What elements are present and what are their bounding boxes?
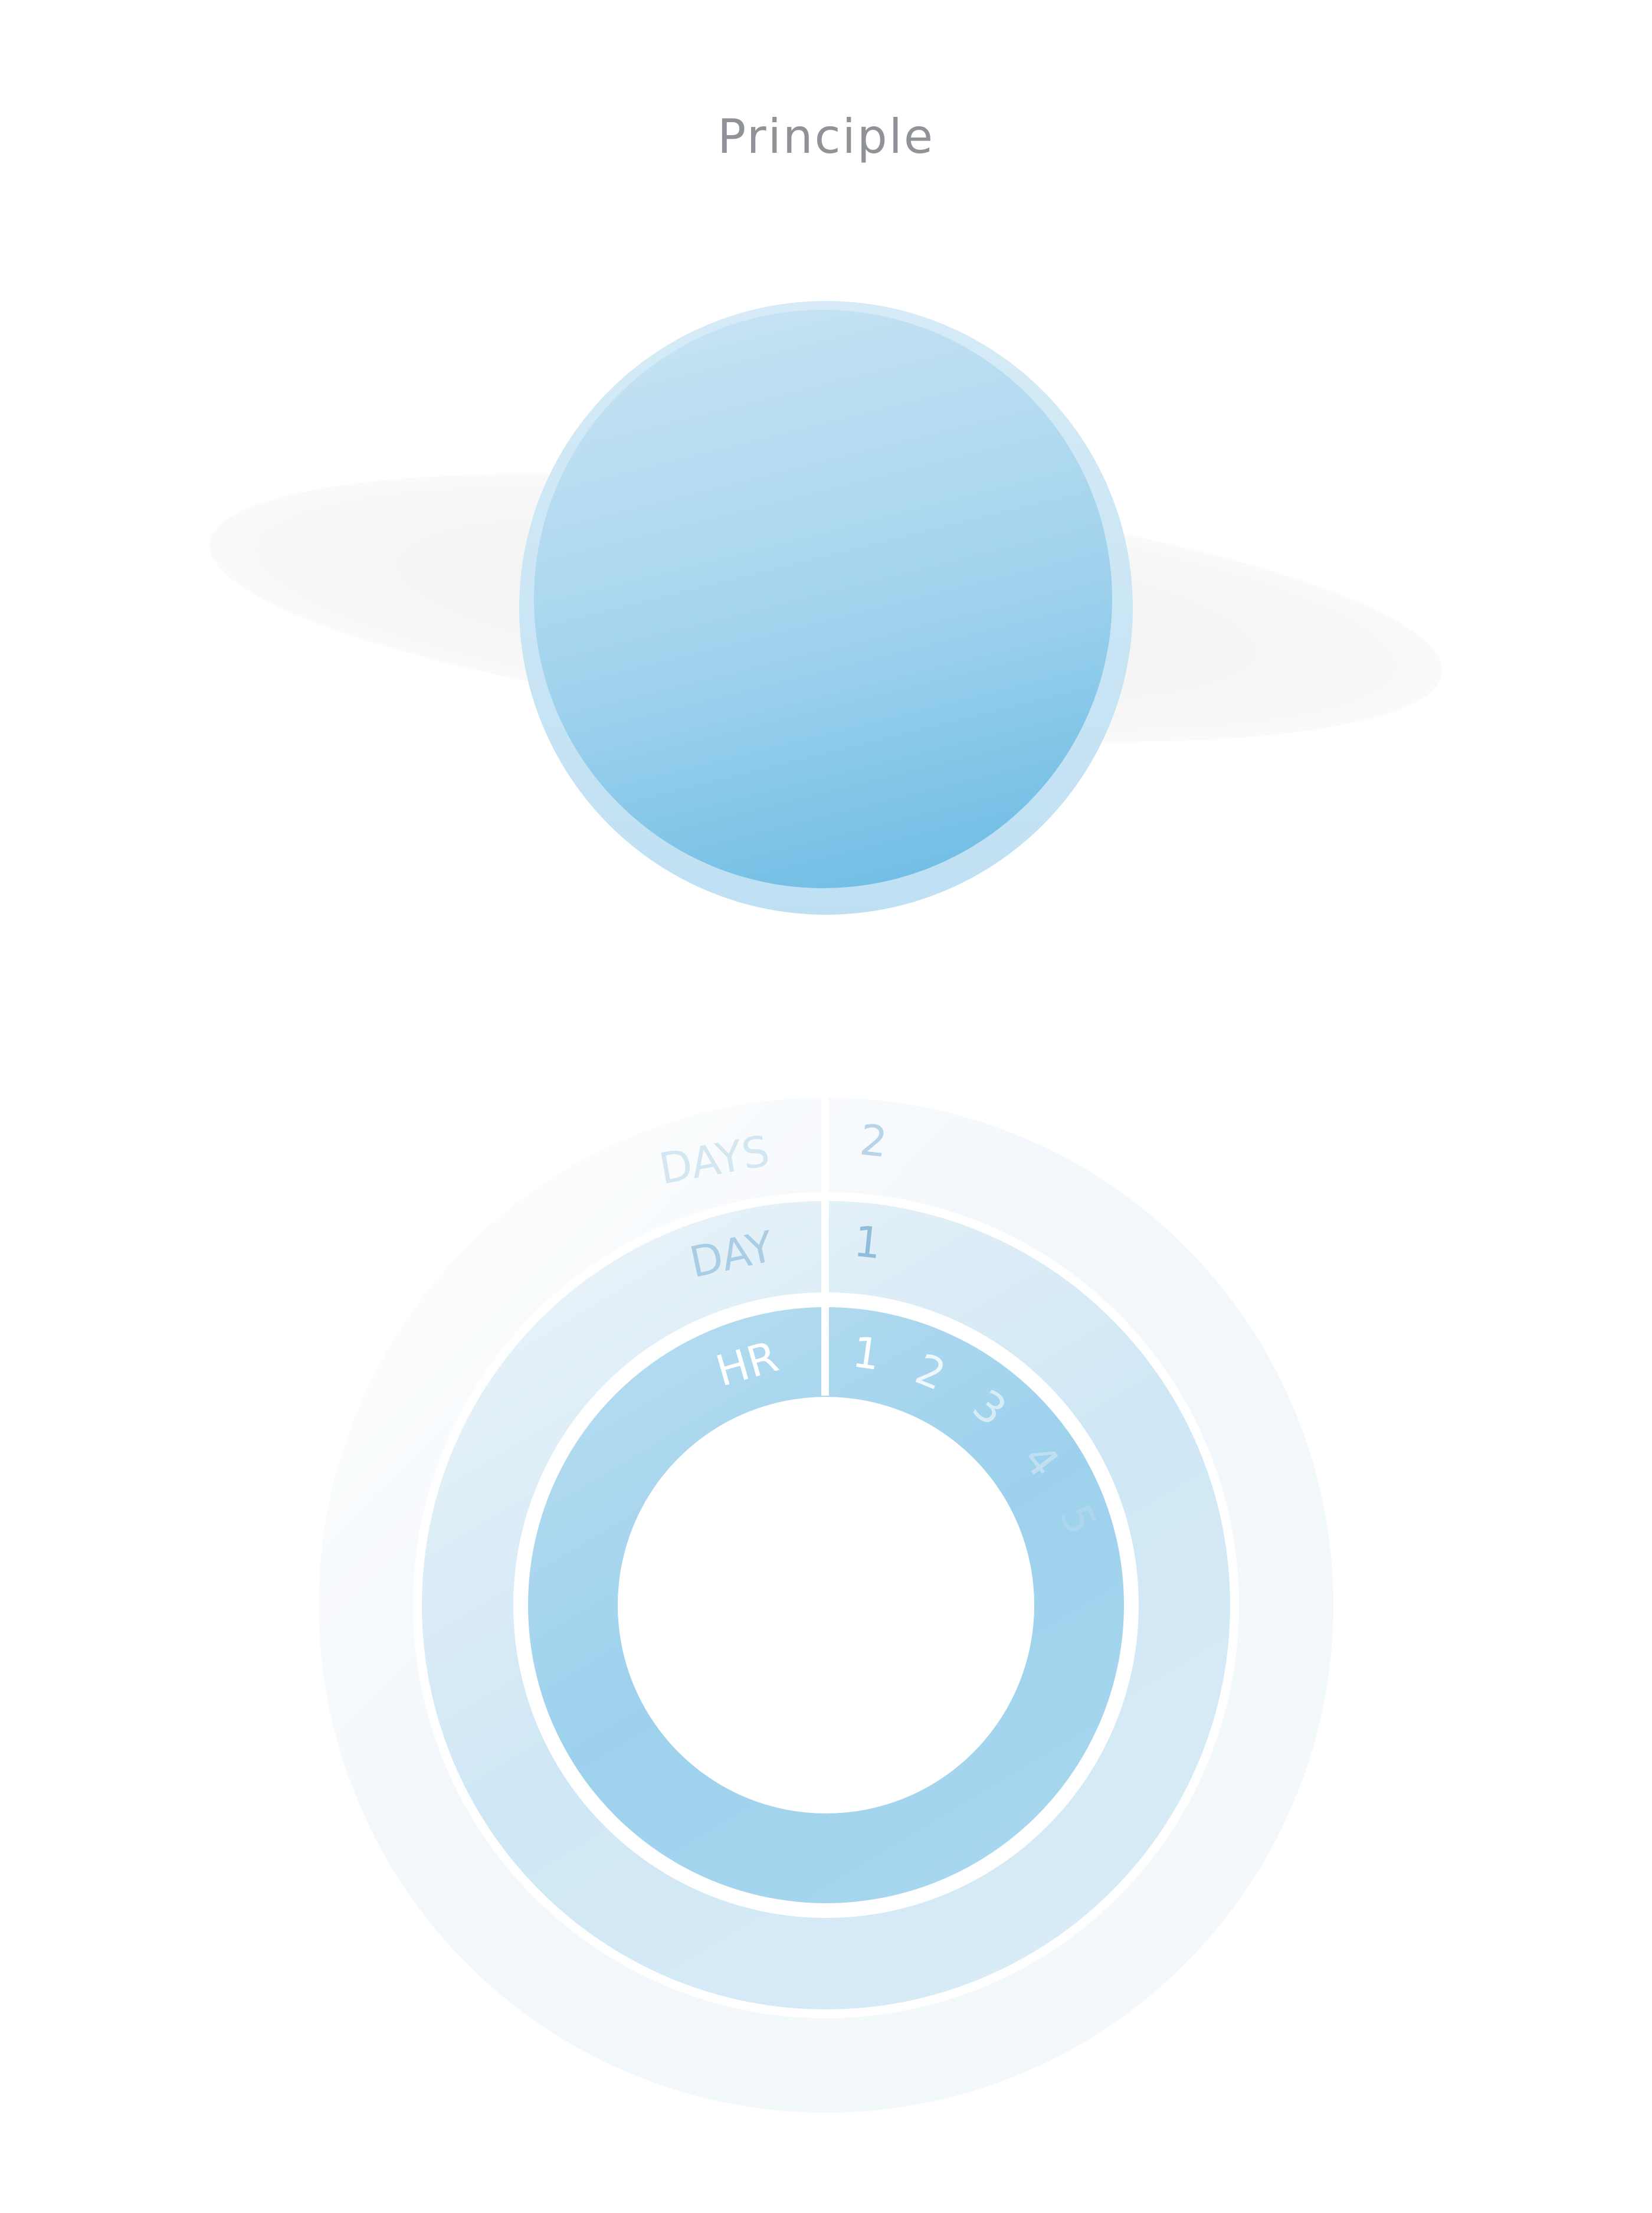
sphere-body	[534, 310, 1112, 888]
time-rings	[319, 1089, 1333, 2113]
ring-center	[618, 1397, 1034, 1813]
page-title: Principle	[717, 109, 935, 164]
sphere-illustration	[209, 301, 1443, 915]
days-marker: 2	[857, 1115, 889, 1167]
ring-divider	[821, 1089, 829, 1396]
day-marker: 1	[851, 1216, 883, 1268]
